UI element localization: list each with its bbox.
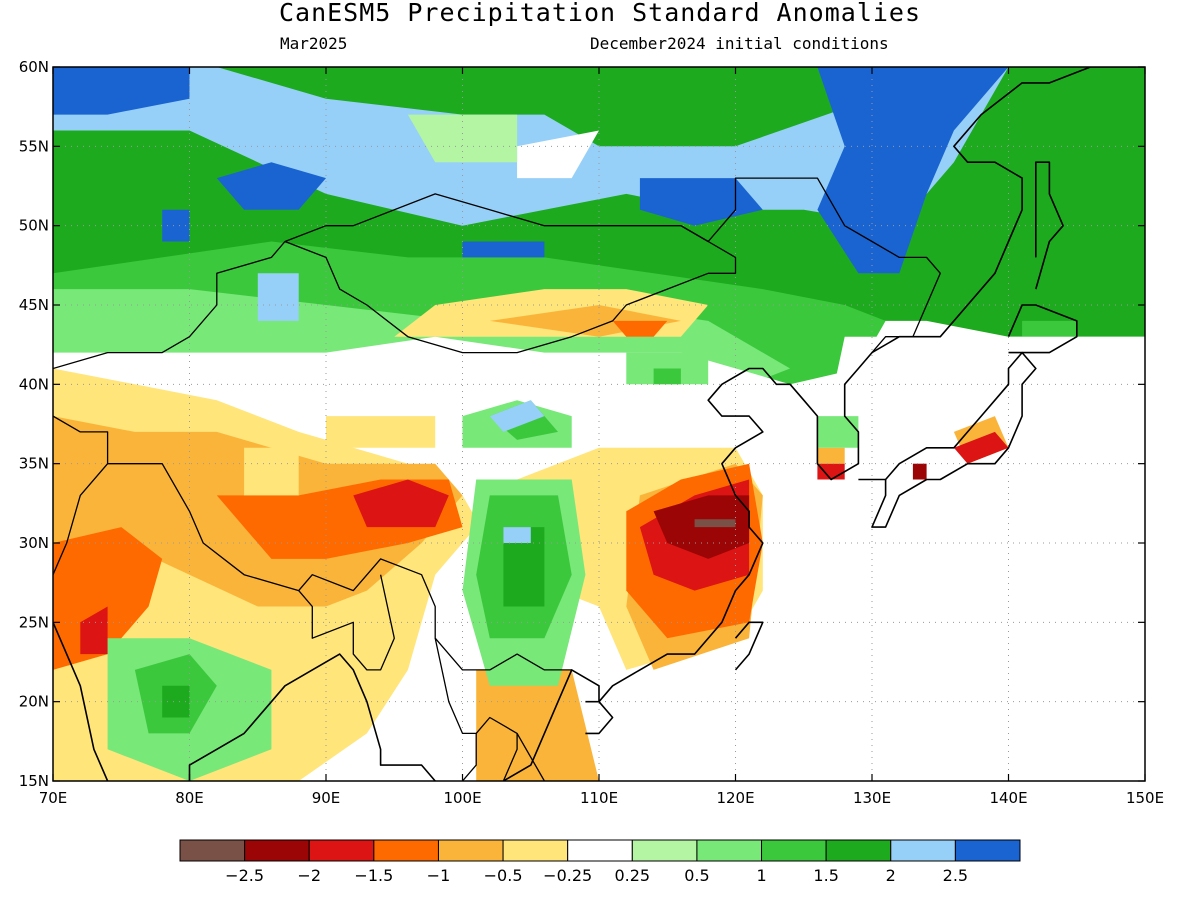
lat-tick-label: 30N: [19, 534, 49, 552]
map-title: CanESM5 Precipitation Standard Anomalies: [278, 0, 922, 27]
colorbar-swatch: [179, 839, 246, 862]
anomaly-region-34: [503, 527, 545, 607]
init-conditions: December2024 initial conditions: [590, 34, 889, 53]
colorbar-label: 1: [756, 866, 766, 885]
colorbar-swatch: [502, 839, 569, 862]
anomaly-region-35: [503, 527, 531, 543]
anomaly-region-44: [817, 463, 845, 480]
anomaly-region-39: [626, 352, 709, 385]
lat-tick-label: 45N: [19, 296, 49, 314]
colorbar-label: −1: [427, 866, 451, 885]
colorbar-label: −0.25: [543, 866, 592, 885]
coastline: [858, 351, 1037, 528]
colorbar-label: 0.25: [614, 866, 650, 885]
colorbar-swatch: [890, 839, 956, 862]
coastline: [734, 621, 764, 671]
colorbar-label: −2: [297, 866, 321, 885]
anomaly-region-9: [162, 209, 190, 242]
country-border: [284, 225, 737, 354]
anomaly-shading: [53, 67, 1145, 781]
colorbar-swatch: [308, 839, 375, 862]
colorbar-label: −2.5: [225, 866, 264, 885]
coastline: [188, 653, 436, 781]
lat-tick-label: 15N: [19, 772, 49, 790]
colorbar-swatch: [825, 839, 892, 862]
coastline: [585, 700, 614, 735]
anomaly-region-47: [912, 463, 927, 480]
anomaly-region-40: [653, 368, 681, 385]
coastline: [1007, 304, 1078, 354]
colorbar-label: −1.5: [354, 866, 393, 885]
anomaly-region-6: [216, 162, 326, 210]
anomaly-region-49: [517, 130, 599, 179]
colorbar-label: 2: [886, 866, 896, 885]
lon-tick-label: 80E: [175, 789, 204, 807]
colorbar-swatch: [373, 839, 439, 862]
lon-tick-label: 70E: [39, 789, 68, 807]
lon-tick-label: 120E: [716, 789, 754, 807]
anomaly-region-13: [817, 336, 1145, 781]
anomaly-region-25: [353, 479, 449, 528]
colorbar-label: 0.5: [684, 866, 709, 885]
lat-tick-label: 35N: [19, 455, 49, 473]
anomaly-region-43: [817, 447, 845, 464]
colorbar-swatch: [954, 839, 1021, 862]
anomaly-region-5: [817, 67, 1009, 274]
coastline: [53, 621, 109, 781]
colorbar-swatch: [437, 839, 504, 862]
lat-tick-label: 60N: [19, 58, 49, 76]
colorbar-swatch: [244, 839, 310, 862]
lat-tick-label: 50N: [19, 217, 49, 235]
anomaly-region-4: [53, 67, 190, 115]
lat-tick-label: 55N: [19, 137, 49, 155]
anomaly-region-16: [612, 320, 668, 337]
colorbar-swatch: [696, 839, 763, 862]
lat-tick-label: 25N: [19, 613, 49, 631]
anomaly-region-20: [476, 669, 599, 781]
lon-tick-label: 100E: [443, 789, 481, 807]
coastline: [1035, 161, 1064, 290]
colorbar-label: 2.5: [943, 866, 968, 885]
anomaly-region-42: [244, 447, 299, 496]
colorbar: −2.5 −2 −1.5 −1 −0.5 −0.25 0.25 0.5 1 1.5 2 2.5: [179, 839, 1021, 885]
lat-tick-label: 40N: [19, 375, 49, 393]
country-border: [516, 733, 545, 781]
anomaly-region-28: [694, 519, 736, 528]
colorbar-swatch: [631, 839, 698, 862]
anomaly-region-31: [489, 400, 545, 432]
lon-tick-label: 130E: [853, 789, 891, 807]
anomaly-region-48: [817, 416, 859, 448]
lon-tick-label: 90E: [312, 789, 341, 807]
lon-tick-label: 110E: [580, 789, 618, 807]
country-border: [462, 733, 477, 781]
colorbar-swatch: [761, 839, 827, 862]
coastlines-and-borders: [53, 67, 1145, 781]
anomaly-region-50: [407, 114, 518, 163]
lat-tick-label: 20N: [19, 693, 49, 711]
anomaly-region-46: [953, 431, 1009, 464]
country-border: [298, 574, 395, 671]
country-border: [434, 638, 518, 781]
axis-ticks: 70E 80E 90E 100E 110E 120E 130E 140E 150E 15N 20N 2…: [19, 58, 1164, 807]
anomaly-region-11: [1022, 320, 1077, 337]
anomaly-region-8: [462, 241, 545, 258]
country-border: [53, 463, 109, 575]
anomaly-region-10: [257, 273, 299, 321]
country-border: [53, 415, 572, 671]
anomaly-region-41: [326, 416, 436, 448]
anomaly-region-26: [80, 606, 108, 655]
colorbar-label: −0.5: [484, 866, 523, 885]
valid-month: Mar2025: [280, 34, 348, 53]
colorbar-swatch: [567, 839, 633, 862]
country-border: [53, 177, 941, 370]
anomaly-region-38: [162, 685, 190, 718]
lon-tick-label: 150E: [1126, 789, 1164, 807]
lon-tick-label: 140E: [989, 789, 1027, 807]
coastline: [502, 67, 1145, 781]
colorbar-label: 1.5: [813, 866, 838, 885]
